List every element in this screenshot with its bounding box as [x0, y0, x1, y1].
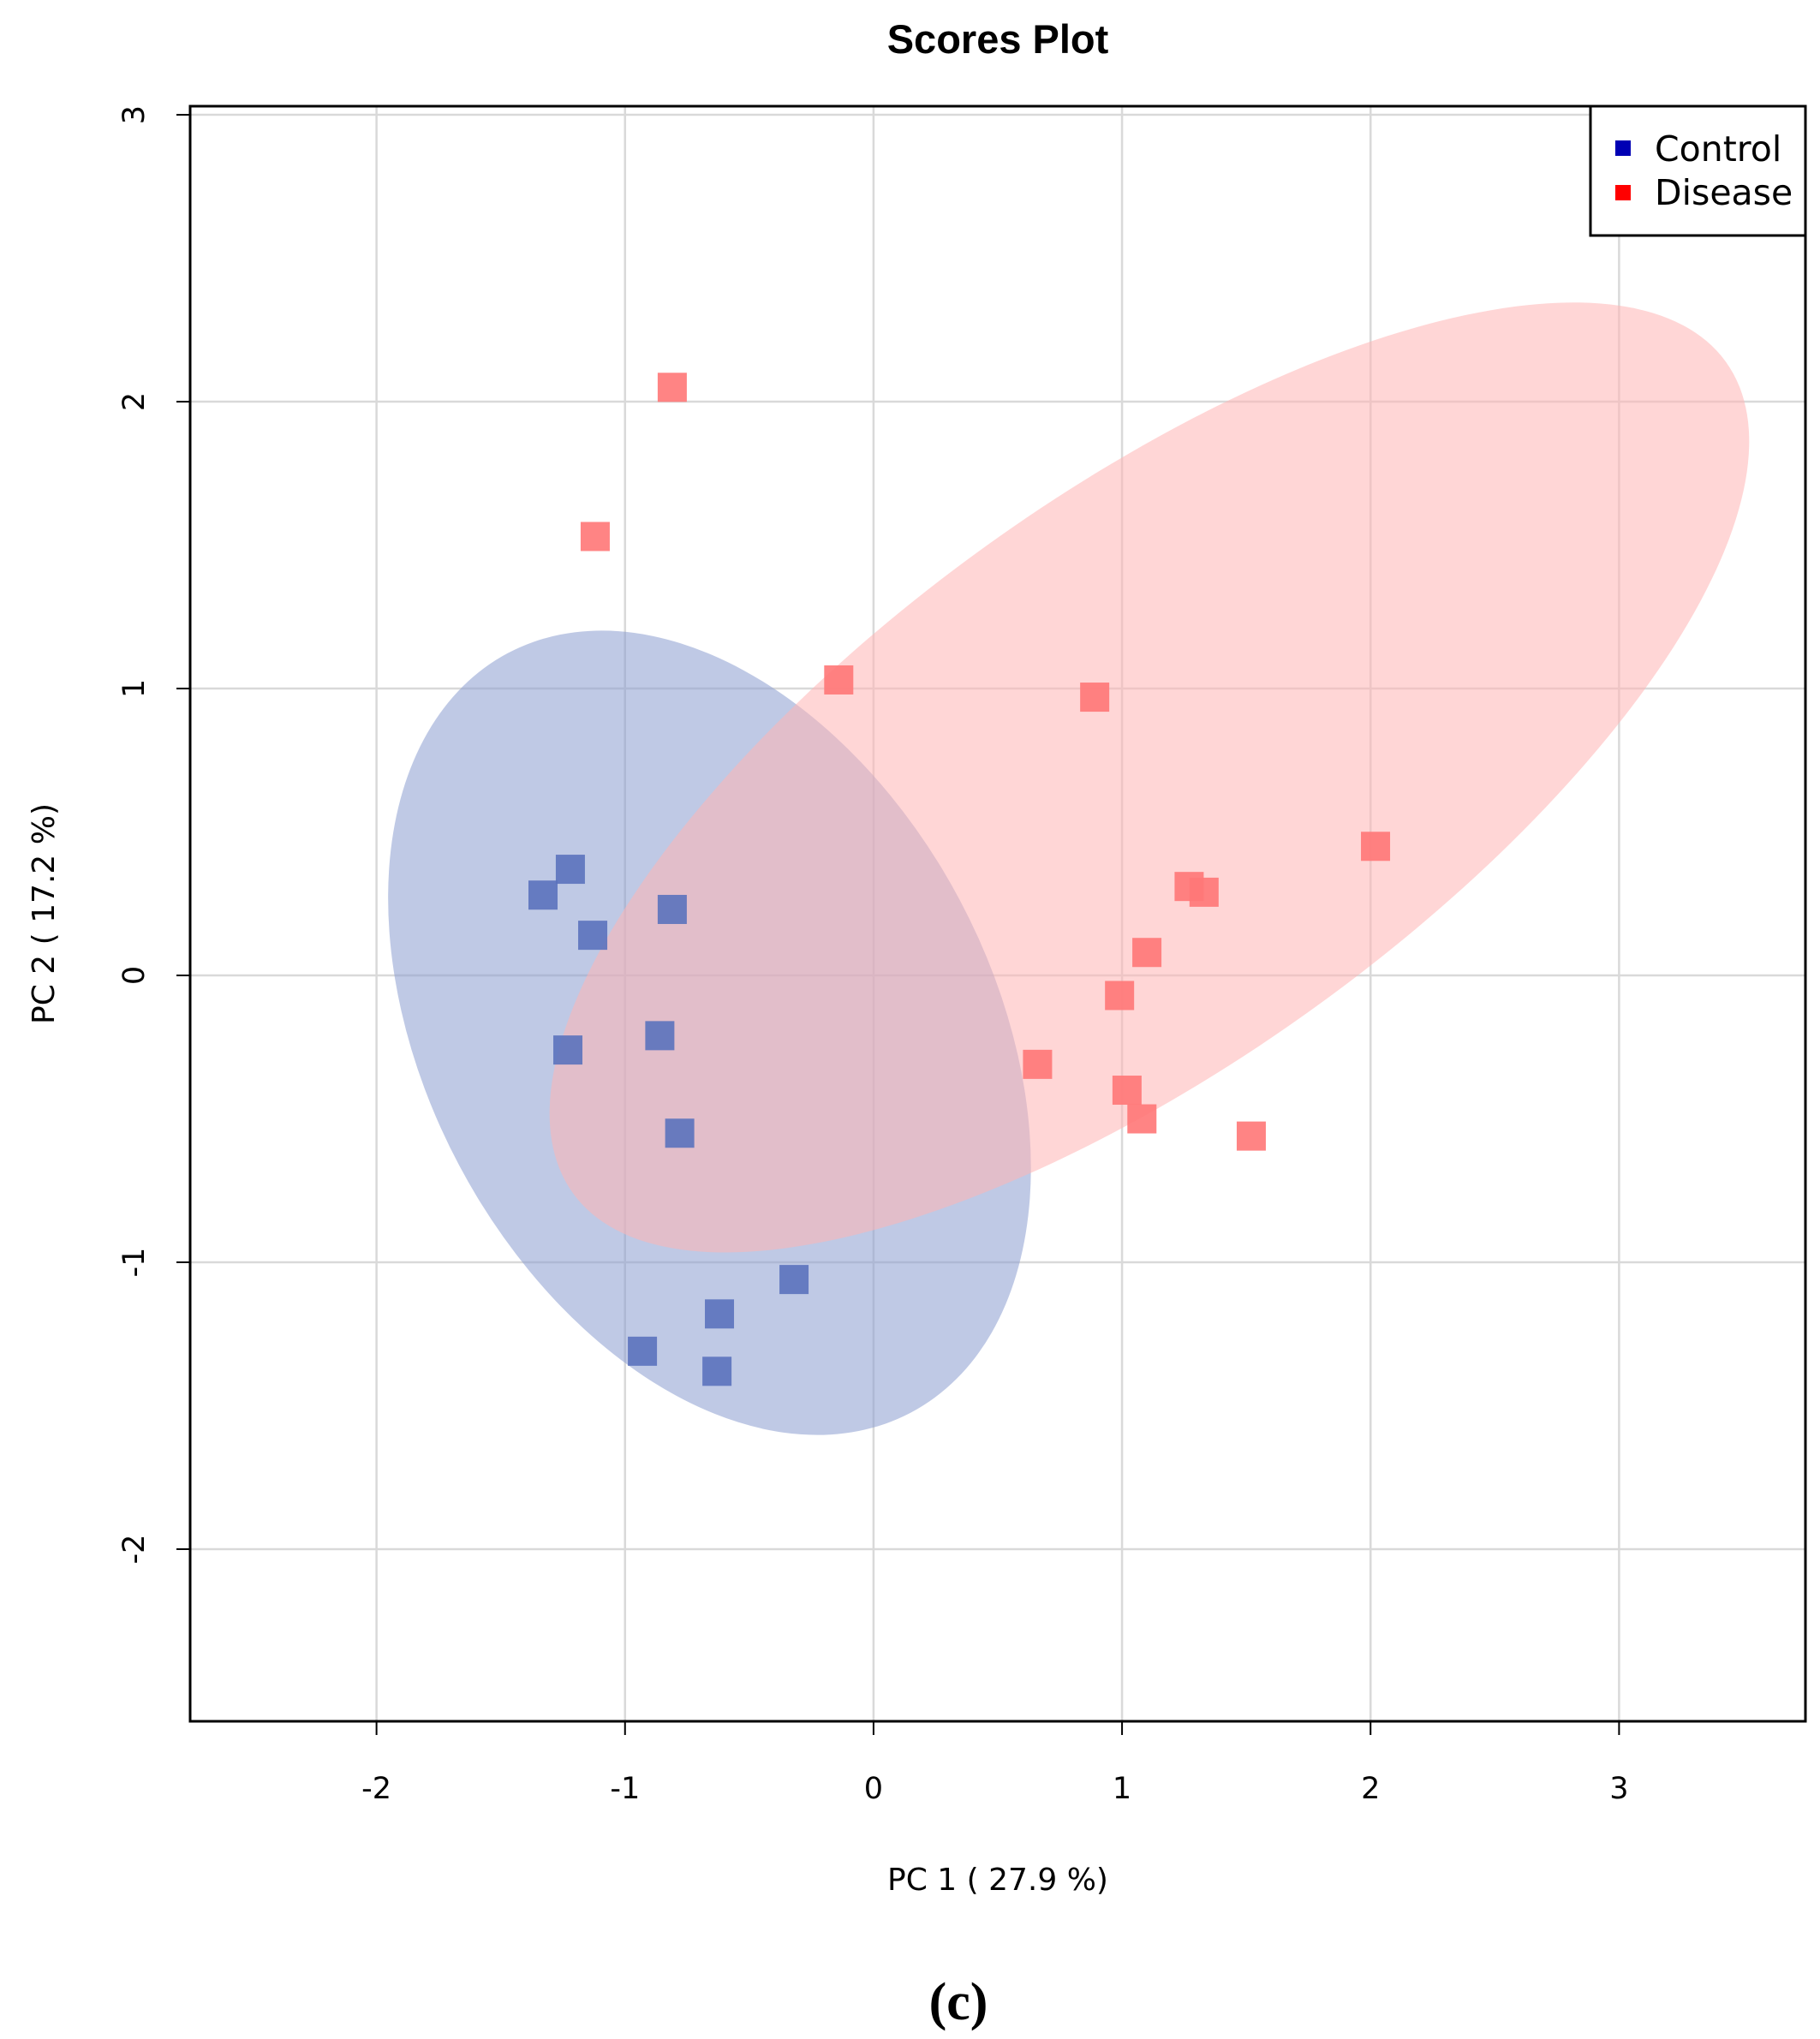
x-tick-label: -2: [361, 1772, 391, 1806]
y-tick-label: 2: [117, 392, 152, 411]
data-point-control: [645, 1021, 675, 1051]
x-axis-label: PC 1 ( 27.9 %): [887, 1863, 1108, 1898]
data-point-disease: [1132, 938, 1162, 968]
x-tick-label: 3: [1609, 1772, 1628, 1806]
confidence-ellipses: [388, 302, 1750, 1435]
legend-box: [1589, 104, 1807, 237]
x-axis: -2 -1 0 1 2 3: [361, 1721, 1629, 1806]
y-axis: -2 -1 0 1 2 3: [117, 105, 190, 1565]
data-point-disease: [1023, 1049, 1053, 1079]
legend-swatch-disease: [1615, 185, 1631, 200]
x-tick-label: 0: [864, 1772, 883, 1806]
data-point-disease: [824, 665, 854, 695]
y-tick-label: 0: [117, 966, 152, 985]
data-point-control: [702, 1356, 732, 1386]
data-point-disease: [1080, 683, 1110, 712]
data-point-disease: [1361, 832, 1391, 862]
data-point-control: [553, 1035, 583, 1065]
panel-label: (c): [929, 1973, 988, 2031]
plot-frame: [188, 104, 1807, 1723]
data-point-control: [705, 1299, 735, 1329]
x-tick-label: 1: [1113, 1772, 1131, 1806]
data-point-control: [555, 855, 585, 885]
data-point-control: [528, 880, 558, 910]
data-point-control: [628, 1336, 658, 1366]
data-point-disease: [580, 522, 610, 551]
data-point-disease: [1236, 1121, 1266, 1151]
legend: Control Disease: [1589, 104, 1807, 237]
data-point-disease: [657, 373, 687, 402]
data-point-control: [779, 1265, 809, 1295]
data-points: [528, 373, 1391, 1386]
x-tick-label: -1: [610, 1772, 640, 1806]
data-point-control: [657, 894, 687, 924]
legend-label-disease: Disease: [1655, 172, 1793, 213]
chart-title: Scores Plot: [887, 16, 1109, 62]
confidence-ellipse-disease: [549, 302, 1750, 1253]
y-tick-label: -1: [117, 1248, 152, 1278]
y-tick-label: -2: [117, 1535, 152, 1565]
data-point-disease: [1112, 1076, 1142, 1106]
y-tick-label: 1: [117, 679, 152, 698]
data-point-control: [578, 921, 608, 951]
x-tick-label: 2: [1361, 1772, 1380, 1806]
legend-swatch-control: [1615, 140, 1631, 156]
data-point-disease: [1105, 981, 1135, 1011]
legend-label-control: Control: [1655, 128, 1781, 170]
data-point-control: [665, 1118, 695, 1148]
data-point-disease: [1189, 877, 1219, 907]
data-point-disease: [1127, 1104, 1157, 1134]
y-axis-label: PC 2 ( 17.2 %): [27, 803, 62, 1024]
y-tick-label: 3: [117, 105, 152, 124]
